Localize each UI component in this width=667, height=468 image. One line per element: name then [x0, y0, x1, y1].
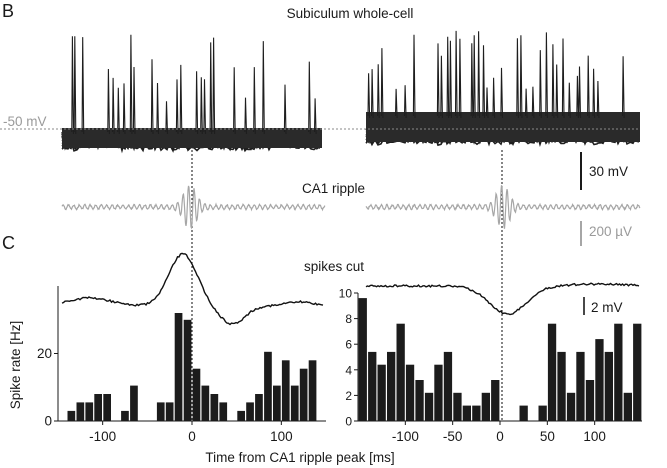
scale-label-2mv: 2 mV: [591, 300, 623, 315]
ripple-trace-right: [365, 185, 641, 229]
spike-rate-histogram-right: -100 -50 0 50 100 0 2 4 6 8 10: [339, 287, 642, 444]
histogram-bar: [595, 339, 604, 421]
y-tick-label: 0: [44, 414, 52, 429]
histogram-bar: [623, 392, 632, 421]
whole-cell-title: Subiculum whole-cell: [287, 6, 414, 21]
histogram-bar: [246, 402, 254, 421]
y-tick-label: 10: [339, 287, 353, 301]
y-tick-label: 4: [345, 363, 352, 377]
y-tick-label: 6: [345, 338, 352, 352]
histogram-bar: [387, 351, 396, 421]
histogram-bar: [396, 323, 405, 421]
histogram-bar: [130, 385, 138, 421]
x-tick-label: -50: [443, 429, 463, 444]
histogram-bar: [76, 402, 85, 421]
histogram-bar: [67, 410, 76, 421]
x-tick-label: 0: [496, 429, 504, 444]
histogram-bar: [210, 394, 219, 421]
histogram-bar: [273, 385, 281, 421]
vm-average-trace-right: [365, 282, 640, 316]
histogram-bar: [405, 364, 415, 421]
histogram-bar: [491, 380, 500, 421]
histogram-bar: [121, 410, 129, 421]
panel-label-b: B: [2, 1, 14, 21]
ripple-trace-left: [61, 185, 326, 230]
histogram-bar: [192, 368, 201, 421]
vm-average-trace-left: [61, 252, 324, 326]
scale-label-30mv: 30 mV: [589, 164, 628, 179]
y-tick-label: 2: [345, 389, 352, 403]
histogram-bar: [183, 319, 192, 422]
left-baseline-band: [62, 128, 322, 148]
histogram-bar: [219, 402, 228, 421]
histogram-bar: [264, 351, 272, 421]
x-axis-title: Time from CA1 ripple peak [ms]: [205, 450, 394, 465]
histogram-bar: [358, 298, 367, 421]
y-tick-label: 8: [345, 312, 352, 326]
histogram-bar: [165, 402, 174, 421]
y-tick-label: 0: [345, 415, 352, 429]
histogram-bar: [614, 323, 623, 421]
whole-cell-traces-left: [61, 34, 322, 154]
x-tick-label: -100: [392, 429, 419, 444]
spikes-cut-label: spikes cut: [304, 259, 364, 274]
right-spikes: [367, 30, 625, 119]
x-tick-label: 100: [270, 429, 293, 444]
histogram-bar: [443, 351, 453, 421]
histogram-bar: [557, 351, 566, 421]
histogram-bar: [201, 385, 210, 421]
histogram-bar: [481, 392, 490, 421]
histogram-bar: [538, 405, 547, 421]
spike-rate-histogram-left: -100 0 100 0 20: [37, 286, 326, 444]
histogram-bar: [94, 394, 102, 421]
histogram-bar: [299, 368, 308, 421]
x-tick-label: 100: [583, 429, 606, 444]
x-tick-label: 50: [540, 429, 555, 444]
histogram-bar: [174, 313, 183, 421]
histogram-bar: [281, 360, 290, 422]
histogram-bar: [453, 392, 462, 421]
histogram-bar: [368, 351, 377, 421]
y-axis-title: Spike rate [Hz]: [8, 321, 23, 410]
histogram-bar: [308, 360, 317, 422]
x-tick-label: -100: [89, 429, 116, 444]
histogram-bar: [434, 364, 443, 421]
histogram-bar: [566, 392, 576, 421]
scale-label-200uv: 200 µV: [589, 224, 632, 239]
left-spikes: [71, 34, 317, 135]
histogram-bar: [604, 351, 613, 421]
vm-label: -50 mV: [3, 114, 47, 129]
histogram-bar: [633, 323, 642, 421]
y-tick-label: 20: [37, 346, 52, 361]
histogram-bar: [462, 405, 471, 421]
histogram-bar: [472, 405, 481, 421]
histogram-bar: [103, 394, 111, 421]
ripple-label: CA1 ripple: [302, 181, 365, 196]
histogram-bar: [255, 394, 263, 421]
histogram-bar: [547, 323, 557, 421]
histogram-bar: [576, 351, 585, 421]
histogram-bar: [415, 380, 424, 421]
histogram-bar: [519, 405, 528, 421]
x-tick-label: 0: [188, 429, 196, 444]
whole-cell-traces-right: [365, 30, 640, 148]
histogram-bar: [424, 392, 434, 421]
histogram-bar: [156, 402, 165, 421]
histogram-bar: [377, 364, 386, 421]
histogram-bar: [237, 410, 245, 421]
histogram-bar: [290, 385, 299, 421]
panel-label-c: C: [2, 233, 15, 253]
histogram-bar: [85, 402, 94, 421]
histogram-bar: [585, 380, 595, 421]
